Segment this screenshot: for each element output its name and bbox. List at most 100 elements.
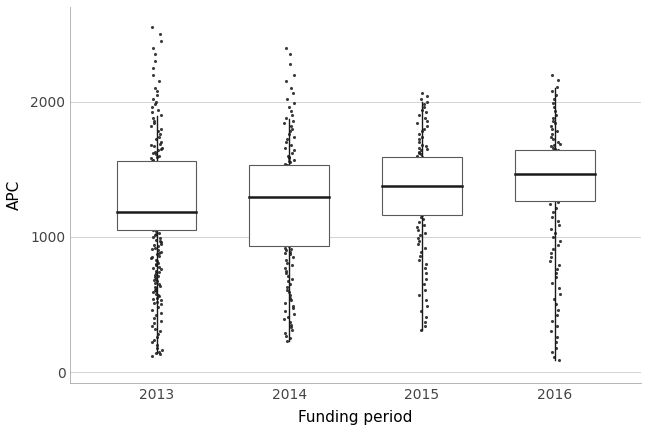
Point [419,167,430,174]
Point [554,221,564,228]
Point [550,108,561,114]
Point [551,197,561,204]
Point [548,99,559,106]
Point [285,185,295,192]
Point [154,331,164,338]
Point [548,209,559,216]
Point [152,128,163,135]
Point [419,168,429,175]
Point [415,183,425,190]
Point [148,300,159,307]
Point [151,177,161,184]
Point [545,258,555,265]
Point [550,120,561,127]
Point [156,309,167,316]
Point [150,256,161,263]
Point [548,245,559,252]
Point [286,141,296,148]
Point [285,251,295,258]
Point [151,236,161,243]
Point [419,188,430,195]
Point [280,219,290,226]
Point [413,144,424,151]
Point [152,187,162,194]
Point [150,206,161,213]
Point [152,294,162,301]
Point [284,187,294,194]
Point [154,293,165,300]
Point [151,216,161,223]
Point [550,344,561,351]
Point [282,337,292,344]
Point [149,120,159,127]
Point [289,212,299,219]
Point [154,209,165,216]
Point [288,305,298,312]
Point [146,245,157,252]
Point [152,200,162,206]
Point [147,197,157,204]
Point [154,250,164,257]
Bar [249,165,329,246]
Point [285,181,295,187]
Point [288,228,298,235]
Point [284,130,294,137]
Point [148,241,159,248]
Point [152,168,162,175]
Point [150,151,161,158]
Point [154,78,164,85]
Point [284,294,295,301]
Point [414,178,424,185]
Point [555,140,565,147]
Point [148,314,159,321]
Point [414,210,424,216]
Point [422,146,432,152]
Point [414,175,424,182]
Point [151,287,161,294]
Point [417,133,427,140]
Point [418,216,428,223]
Point [281,44,291,51]
Point [286,235,297,241]
Point [146,158,157,165]
Point [280,160,290,167]
Point [285,60,295,67]
Point [550,270,561,277]
Point [550,187,561,194]
Point [281,191,292,198]
Point [412,224,422,231]
Point [548,233,558,240]
Point [414,148,424,155]
Point [156,179,166,186]
Point [421,171,432,178]
Point [156,301,167,308]
Point [555,238,565,245]
Point [285,292,295,299]
Point [422,98,432,105]
Point [552,83,562,90]
Point [550,169,560,176]
Point [154,269,164,276]
Point [419,264,430,271]
Point [288,174,299,181]
Point [411,192,422,199]
Point [555,171,565,178]
Point [413,227,424,234]
Point [279,189,290,196]
Point [287,327,297,334]
Point [549,177,559,184]
Point [414,292,424,299]
Point [280,250,290,257]
Point [155,238,165,245]
Point [282,286,292,293]
Point [416,151,426,158]
Point [551,178,562,185]
Point [288,99,299,106]
Point [146,323,157,330]
Point [415,252,425,259]
Point [414,130,424,137]
Point [153,196,163,203]
Point [555,159,565,166]
Point [280,231,290,238]
Point [289,71,299,78]
